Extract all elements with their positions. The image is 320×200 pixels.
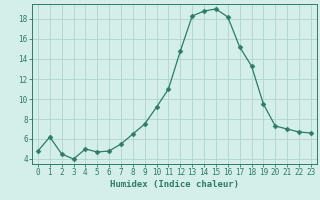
X-axis label: Humidex (Indice chaleur): Humidex (Indice chaleur) xyxy=(110,180,239,189)
